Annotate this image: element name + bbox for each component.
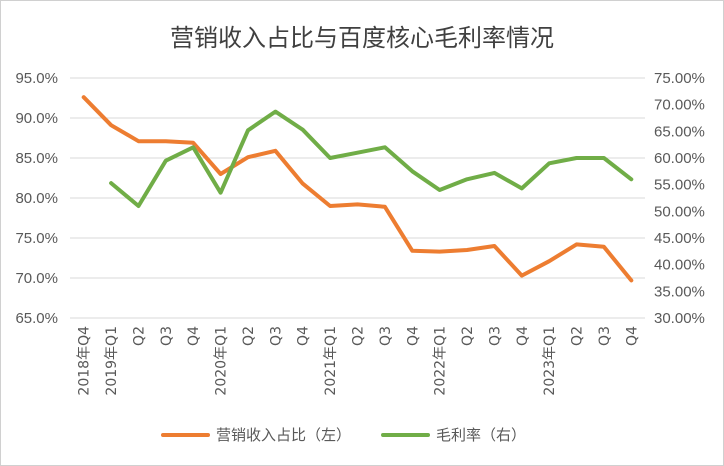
left-tick-label: 65.0% (15, 310, 58, 327)
series-line-2 (109, 109, 634, 208)
legend-label-1: 营销收入占比（左） (216, 426, 351, 444)
legend: 营销收入占比（左） 毛利率（右） (161, 426, 526, 444)
left-tick-label: 95.0% (15, 70, 58, 87)
x-tick-label: 2020年Q1 (214, 326, 230, 396)
x-tick-label: Q2 (131, 326, 147, 346)
x-tick-label: Q4 (624, 326, 640, 346)
x-axis-ticks: 2018年Q4 2019年Q1 Q2 Q3 Q4 2020年Q1 Q2 Q3 Q4 2021年Q1… (77, 326, 641, 396)
left-tick-label: 80.0% (15, 190, 58, 207)
chart-title: 营销收入占比与百度核心毛利率情况 (170, 24, 554, 52)
left-tick-label: 75.0% (15, 230, 58, 247)
right-tick-label: 60.00% (654, 150, 705, 167)
left-tick-label: 90.0% (15, 110, 58, 127)
series-lines (81, 95, 634, 283)
x-tick-label: 2021年Q1 (323, 326, 339, 396)
x-tick-label: Q2 (241, 326, 257, 346)
x-tick-label: Q2 (460, 326, 476, 346)
right-tick-label: 35.00% (654, 283, 705, 300)
x-tick-label: 2019年Q1 (104, 326, 120, 396)
right-tick-label: 50.00% (654, 203, 705, 220)
gridlines (70, 77, 645, 319)
x-tick-label: Q3 (597, 326, 613, 346)
right-tick-label: 55.00% (654, 177, 705, 194)
x-tick-label: 2022年Q1 (433, 326, 449, 396)
x-tick-label: 2023年Q1 (542, 326, 558, 396)
right-tick-label: 45.00% (654, 230, 705, 247)
x-tick-label: Q4 (515, 326, 531, 346)
x-tick-label: Q3 (378, 326, 394, 346)
left-tick-label: 70.0% (15, 270, 58, 287)
right-tick-label: 40.00% (654, 257, 705, 274)
legend-label-2: 毛利率（右） (436, 426, 526, 444)
x-tick-label: Q3 (487, 326, 503, 346)
x-tick-label: Q2 (351, 326, 367, 346)
x-tick-label: Q4 (186, 326, 202, 346)
right-tick-label: 75.00% (654, 70, 705, 87)
right-tick-label: 70.00% (654, 97, 705, 114)
left-axis-ticks: 65.0% 70.0% 75.0% 80.0% 85.0% 90.0% 95.0% (15, 70, 58, 327)
right-tick-label: 65.00% (654, 123, 705, 140)
x-tick-label: Q3 (159, 326, 175, 346)
x-tick-label: 2018年Q4 (77, 326, 93, 396)
x-tick-label: Q4 (405, 326, 421, 346)
series-line-1 (81, 95, 634, 283)
x-tick-label: Q2 (570, 326, 586, 346)
right-tick-label: 30.00% (654, 310, 705, 327)
x-tick-label: Q4 (296, 326, 312, 346)
left-tick-label: 85.0% (15, 150, 58, 167)
x-tick-label: Q3 (268, 326, 284, 346)
right-axis-ticks: 30.00% 35.00% 40.00% 45.00% 50.00% 55.00% 60.0… (654, 70, 705, 327)
